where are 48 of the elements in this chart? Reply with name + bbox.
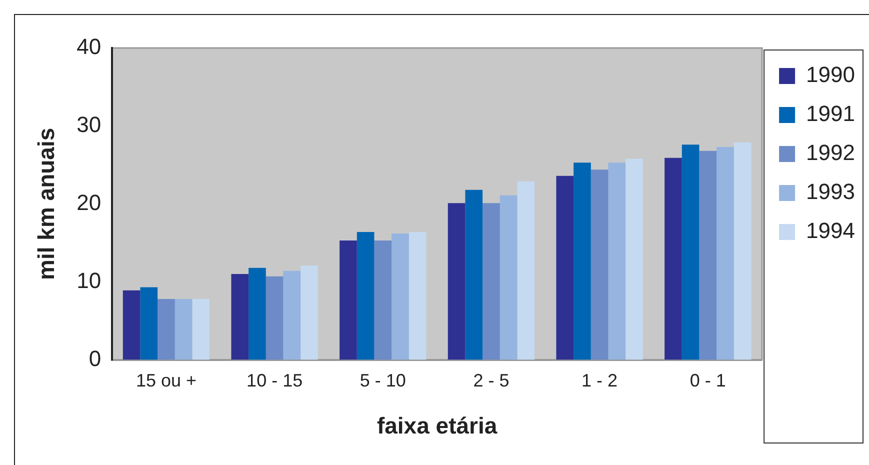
bar xyxy=(248,268,266,360)
bar xyxy=(682,144,700,360)
bar xyxy=(482,203,500,360)
bar xyxy=(283,270,301,360)
y-axis-title: mil km anuais xyxy=(33,128,60,280)
bar xyxy=(500,195,518,360)
legend-label: 1991 xyxy=(806,101,856,126)
bar xyxy=(392,234,409,360)
bar xyxy=(356,232,374,360)
x-tick-label: 10 - 15 xyxy=(246,370,303,391)
y-tick-label: 0 xyxy=(88,346,102,371)
bar xyxy=(300,265,318,360)
bar xyxy=(465,190,483,360)
bar xyxy=(140,287,158,360)
bar xyxy=(608,162,626,360)
y-tick-label: 30 xyxy=(76,112,102,138)
bar xyxy=(734,142,752,360)
bar xyxy=(408,232,426,360)
x-axis-title: faixa etária xyxy=(376,412,498,439)
bar xyxy=(716,146,734,360)
x-tick-label: 0 - 1 xyxy=(690,370,726,391)
y-tick-label: 10 xyxy=(76,268,102,293)
bar xyxy=(448,203,466,360)
x-tick-label: 15 ou + xyxy=(136,370,197,391)
bar xyxy=(374,240,392,360)
bar xyxy=(664,158,682,360)
bar xyxy=(192,299,210,360)
bar xyxy=(231,274,249,360)
bar xyxy=(590,170,608,360)
bar xyxy=(626,158,643,360)
x-tick-label: 1 - 2 xyxy=(582,370,618,391)
legend-label: 1990 xyxy=(806,62,856,88)
y-tick-label: 20 xyxy=(76,190,102,215)
x-tick-label: 2 - 5 xyxy=(473,370,510,391)
legend-label: 1994 xyxy=(806,218,856,244)
bar xyxy=(699,150,717,360)
bar xyxy=(517,181,535,360)
bar xyxy=(266,276,284,360)
legend-label: 1993 xyxy=(806,179,856,204)
bar xyxy=(158,299,175,360)
x-tick-label: 5 - 10 xyxy=(360,370,406,391)
y-tick-label: 40 xyxy=(76,34,102,60)
bar xyxy=(556,176,574,360)
bar xyxy=(340,240,357,360)
legend-label: 1992 xyxy=(806,140,856,166)
bar xyxy=(122,290,140,360)
bar xyxy=(574,162,591,360)
bar xyxy=(174,299,192,360)
